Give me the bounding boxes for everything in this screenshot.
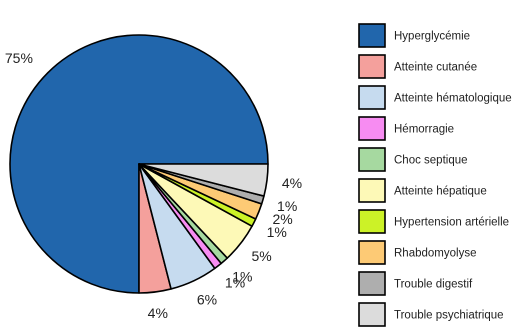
pie-slice-hyperglycemie — [9, 34, 269, 294]
pct-label-trouble-digestif: 1% — [277, 198, 297, 214]
legend-swatch-hemorragie — [358, 116, 386, 141]
pct-label-hemorragie: 1% — [225, 275, 245, 291]
legend-label-trouble-digestif: Trouble digestif — [394, 279, 473, 291]
legend-swatch-atteinte-cutanee — [358, 54, 386, 79]
legend-label-hyperglycemie: Hyperglycémie — [394, 31, 470, 43]
legend-label-rhabdomyolyse: Rhabdomyolyse — [394, 248, 476, 260]
pct-label-atteinte-hepatique: 5% — [252, 248, 272, 264]
pct-label-choc-septique: 1% — [232, 269, 252, 285]
legend-swatch-trouble-digestif — [358, 271, 386, 296]
legend-label-hemorragie: Hémorragie — [394, 124, 454, 136]
pct-label-atteinte-hematologique: 6% — [197, 292, 217, 308]
legend-swatch-choc-septique — [358, 147, 386, 172]
pct-label-hypertension-arterielle: 1% — [267, 224, 287, 240]
pct-label-hyperglycemie: 75% — [5, 50, 33, 66]
legend-label-hypertension-arterielle: Hypertension artérielle — [394, 217, 509, 229]
pie-labels: 75%4%6%1%1%5%1%2%1%4% — [5, 50, 302, 321]
legend-swatch-hyperglycemie — [358, 23, 386, 48]
pct-label-atteinte-cutanee: 4% — [148, 305, 168, 321]
legend-swatch-atteinte-hematologique — [358, 85, 386, 110]
legend-label-trouble-psychiatrique: Trouble psychiatrique — [394, 310, 504, 322]
pct-label-trouble-psychiatrique: 4% — [282, 175, 302, 191]
pie-slices — [9, 34, 269, 294]
pie-slice-trouble-psychiatrique — [138, 163, 269, 197]
legend: Hyperglycémie Atteinte cutanée Atteinte hé… — [358, 23, 512, 327]
legend-swatch-trouble-psychiatrique — [358, 302, 386, 327]
legend-label-atteinte-hematologique: Atteinte hématologique — [394, 93, 512, 105]
legend-swatch-atteinte-hepatique — [358, 178, 386, 203]
legend-swatch-hypertension-arterielle — [358, 209, 386, 234]
pct-label-rhabdomyolyse: 2% — [272, 211, 292, 227]
legend-label-choc-septique: Choc septique — [394, 155, 468, 167]
legend-label-atteinte-cutanee: Atteinte cutanée — [394, 62, 477, 74]
legend-swatch-rhabdomyolyse — [358, 240, 386, 265]
legend-label-atteinte-hepatique: Atteinte hépatique — [394, 186, 487, 198]
